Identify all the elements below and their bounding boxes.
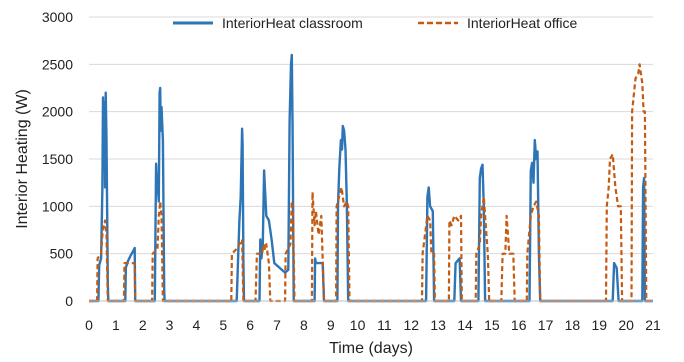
- y-tick-label: 1500: [42, 151, 73, 167]
- x-tick-label: 14: [457, 317, 473, 333]
- x-tick-label: 19: [591, 317, 607, 333]
- x-tick-label: 16: [511, 317, 527, 333]
- legend: InteriorHeat classroom InteriorHeat offi…: [173, 15, 577, 31]
- y-tick-label: 500: [50, 246, 74, 262]
- series-lines: [89, 53, 653, 303]
- x-tick-label: 9: [327, 317, 335, 333]
- y-tick-label: 1000: [42, 198, 73, 214]
- y-axis-title: Interior Heating (W): [14, 89, 31, 229]
- x-tick-label: 20: [618, 317, 634, 333]
- x-tick-label: 6: [246, 317, 254, 333]
- x-axis-title: Time (days): [329, 340, 413, 357]
- x-tick-label: 21: [645, 317, 661, 333]
- x-tick-label: 11: [377, 317, 392, 333]
- y-tick-label: 0: [65, 293, 73, 309]
- x-tick-label: 4: [193, 317, 201, 333]
- y-tick-label: 2000: [42, 104, 73, 120]
- x-tick-label: 7: [273, 317, 281, 333]
- series-line-office: [89, 63, 653, 303]
- tick-labels: 0 1 2 3 4 5 6 7 8 9 10 11 12 13 14 15 16 17 18 19 20 21050010…: [42, 9, 661, 333]
- x-tick-label: 2: [139, 317, 147, 333]
- y-tick-label: 2500: [42, 56, 73, 72]
- x-tick-label: 13: [430, 317, 446, 333]
- gridlines: [89, 16, 653, 255]
- x-tick-label: 18: [565, 317, 581, 333]
- x-tick-label: 3: [166, 317, 174, 333]
- x-tick-label: 17: [538, 317, 554, 333]
- legend-label-classroom: InteriorHeat classroom: [222, 15, 363, 31]
- series-line-classroom: [89, 53, 653, 303]
- x-tick-label: 12: [403, 317, 419, 333]
- x-tick-label: 1: [112, 317, 120, 333]
- x-tick-label: 10: [350, 317, 366, 333]
- legend-label-office: InteriorHeat office: [467, 15, 577, 31]
- x-tick-label: 8: [300, 317, 308, 333]
- x-tick-label: 0: [85, 317, 93, 333]
- x-tick-label: 5: [219, 317, 227, 333]
- y-tick-label: 3000: [42, 9, 73, 25]
- x-tick-label: 15: [484, 317, 500, 333]
